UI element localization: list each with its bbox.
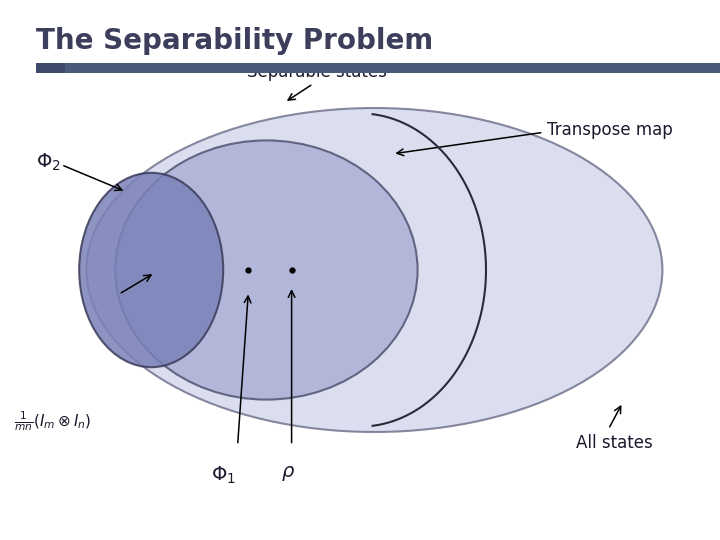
Text: $\Phi_1$: $\Phi_1$ [211,464,235,485]
Text: $\rho$: $\rho$ [281,464,295,483]
Text: The Separability Problem: The Separability Problem [36,27,433,55]
Text: Separable states: Separable states [247,63,387,81]
Ellipse shape [79,173,223,367]
Ellipse shape [86,108,662,432]
Text: Transpose map: Transpose map [547,120,673,139]
Text: All states: All states [576,434,653,452]
Bar [36,63,65,73]
Ellipse shape [115,140,418,400]
Bar [65,63,720,73]
Text: $\frac{1}{mn}(I_m \otimes I_n)$: $\frac{1}{mn}(I_m \otimes I_n)$ [14,409,91,433]
Text: $\Phi_2$: $\Phi_2$ [36,151,60,173]
